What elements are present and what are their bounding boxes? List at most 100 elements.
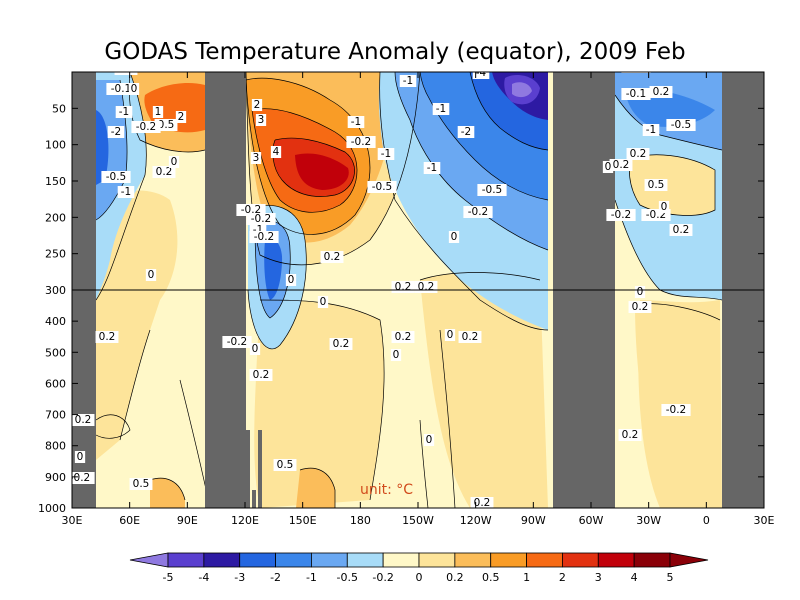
contour-label-text: -0.2 (136, 121, 157, 133)
contour-label-text: 0.2 (630, 148, 647, 160)
contour-label-text: -1 (351, 116, 361, 128)
contour-label-text: 1 (155, 106, 162, 118)
colorbar-segment (239, 552, 276, 568)
contour-label-bg (658, 201, 670, 213)
contour-label-text: 0.2 (613, 159, 630, 171)
contour-label-bg (121, 16, 150, 28)
contour-label-text: 0 (148, 269, 155, 281)
contour-label: 0 (74, 451, 86, 463)
colorbar-label: 0 (416, 571, 423, 584)
contour-label: -0.2 (222, 336, 252, 348)
contour-label: -0.2 (606, 209, 636, 221)
contour-label-bg (114, 72, 138, 75)
contour-label-bg (367, 181, 397, 193)
colorbar-segment (346, 552, 384, 568)
colorbar-label: 3 (595, 571, 602, 584)
contour-label-text: -0.2 (126, 16, 147, 28)
contour-label: 0.2 (628, 301, 652, 313)
colorbar-segment (562, 552, 599, 568)
contour-label-text: -0.2 (468, 206, 489, 218)
field-region (96, 190, 178, 460)
y-tick-label: 50 (52, 102, 66, 115)
land-ridge (246, 430, 250, 508)
colorbar-arrow-left (129, 552, 169, 568)
colorbar-label: 2 (559, 571, 566, 584)
colorbar-label: -4 (198, 571, 209, 584)
x-tick-label: 120E (231, 514, 259, 527)
contour-label-text: 0.2 (474, 497, 491, 509)
contour-label-bg (95, 331, 119, 343)
contour-label-bg (222, 336, 252, 348)
contour-label: 0 (658, 201, 670, 213)
contour-label-text: -0.5 (482, 184, 503, 196)
colorbar-label: -1 (306, 571, 317, 584)
contour-label: -0.5 (477, 184, 507, 196)
contour-label: 3 (250, 152, 262, 164)
contour-label-bg (101, 171, 131, 183)
contour-label: 0.5 (644, 179, 668, 191)
contour-label-bg (457, 126, 475, 138)
land-ridge (252, 490, 256, 508)
contour-label: 0.2 (320, 251, 344, 263)
cold-tongue (264, 238, 283, 300)
contour-label-bg (115, 106, 133, 118)
contour-label-bg (72, 414, 95, 426)
y-tick-label: 500 (45, 346, 66, 359)
colorbar-label: -0.5 (337, 571, 358, 584)
contour-label: 0 (444, 329, 456, 341)
contour-label: 0 (602, 161, 614, 173)
x-tick-label: 30E (754, 514, 775, 527)
contour-label-bg (346, 136, 376, 148)
contour-label: 0 (390, 349, 402, 361)
y-tick-label: 100 (45, 139, 66, 152)
contour-label-bg (74, 451, 86, 463)
contour-label-text: 0.2 (418, 281, 435, 293)
contour-label: 0 (168, 156, 180, 168)
y-tick-label: 150 (45, 175, 66, 188)
contour-label-bg (320, 251, 344, 263)
contour-label-bg (399, 75, 417, 87)
contour-label-text: 0.2 (333, 338, 350, 350)
contour-label: 0 (423, 434, 435, 446)
colorbar-segment (418, 552, 456, 568)
contour-label-bg (477, 184, 507, 196)
atlantic-field (635, 303, 720, 474)
contour-label-text: 0.2 (324, 251, 341, 263)
contour-label-text: 0.5 (158, 119, 175, 131)
contour-label-text: 0 (605, 161, 612, 173)
atlantic-field (684, 228, 712, 297)
contour-label: -1 (377, 148, 395, 160)
contour-label-text: -2 (461, 126, 471, 138)
contour-label-bg (168, 156, 180, 168)
contour-label-text: 0 (637, 286, 644, 298)
colorbar-segment (311, 552, 348, 568)
field-region (150, 478, 185, 508)
contour-label: -0.1 (106, 83, 136, 95)
x-tick-label: 30E (62, 514, 83, 527)
contour-label-bg (391, 331, 415, 343)
contour-label: -4 (472, 72, 490, 79)
contour-label-text: -1 (119, 106, 129, 118)
contour-label-bg (472, 72, 490, 79)
contour-label-bg (251, 99, 263, 111)
contour-label-bg (106, 83, 136, 95)
contour-label: 0.2 (72, 414, 95, 426)
contour-label-text: 0.5 (648, 179, 665, 191)
contour-label: 2 (175, 111, 187, 123)
contour-label-text: 0 (288, 274, 295, 286)
contour-label: 0.2 (669, 224, 693, 236)
contour-label: 0 (285, 274, 297, 286)
y-tick-label: 900 (45, 471, 66, 484)
contour-label-text: 0.2 (156, 166, 173, 178)
contour-label-bg (458, 331, 482, 343)
contour-label: -0.2 (72, 472, 95, 484)
contour-label: -1 (115, 106, 133, 118)
contour-label: 0.2 (391, 281, 415, 293)
contour-label-text: 0.2 (462, 331, 479, 343)
contour-label: -1 (117, 186, 135, 198)
contour-label: -1 (347, 116, 365, 128)
contour-label-bg (432, 103, 450, 115)
contour-label-text: 3 (258, 114, 265, 126)
contour-label: 0.2 (414, 281, 438, 293)
